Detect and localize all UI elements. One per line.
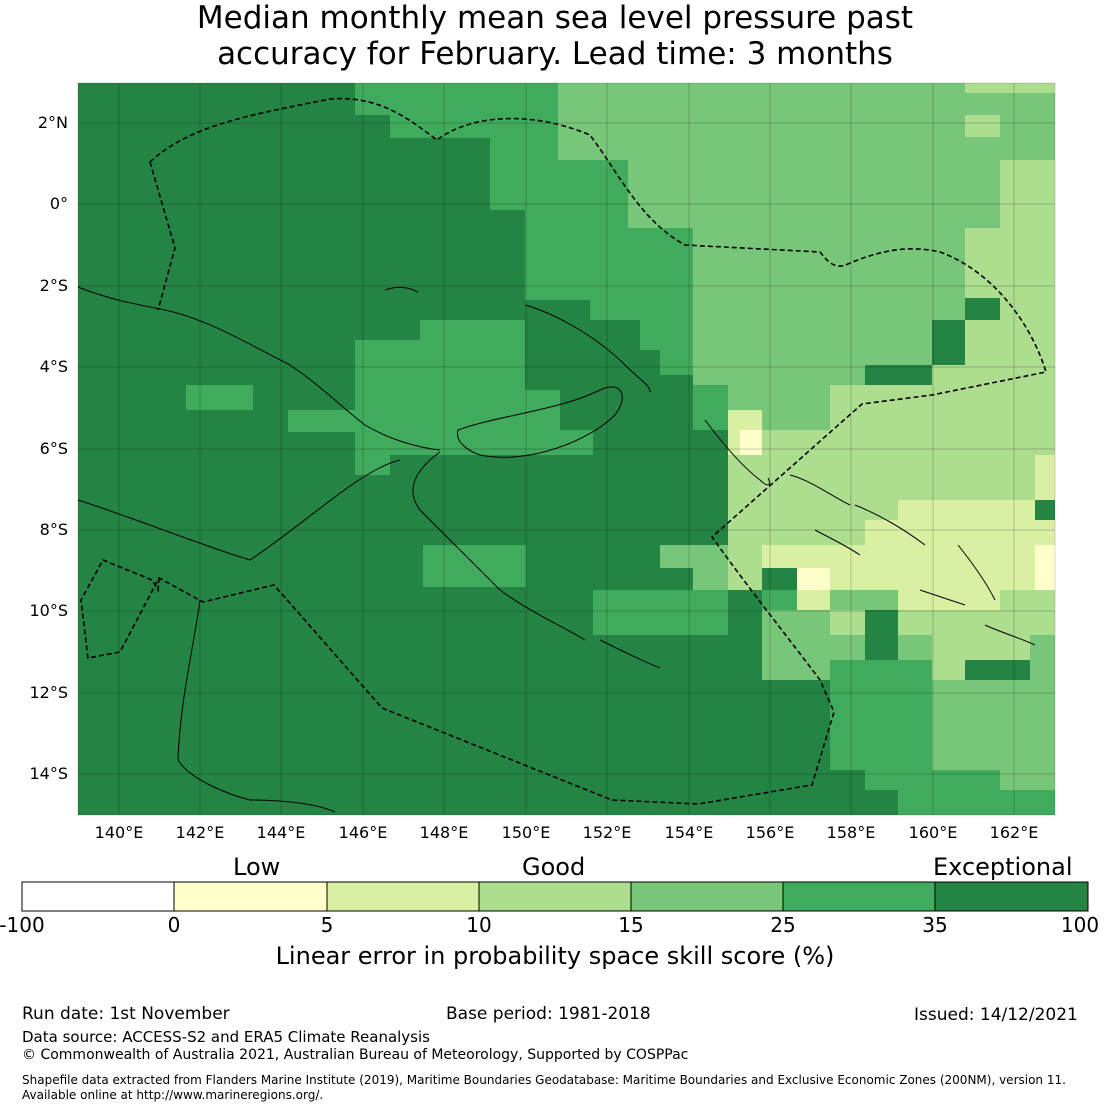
map-title-line-2: accuracy for February. Lead time: 3 mont… bbox=[217, 36, 893, 72]
colorbar-tick-35: 35 bbox=[922, 913, 948, 937]
lon-tick-148e: 148°E bbox=[419, 823, 469, 842]
colorbar-tick-5: 5 bbox=[320, 913, 334, 937]
lat-tick-10s: 10°S bbox=[29, 601, 68, 620]
region-10-15-patch bbox=[965, 115, 1000, 137]
region-good-25-35-patch-4 bbox=[593, 590, 728, 635]
solomon-santa-isabel bbox=[854, 504, 926, 546]
new-guinea-south-coast bbox=[412, 451, 586, 641]
data-source: Data source: ACCESS-S2 and ERA5 Climate … bbox=[22, 1028, 430, 1046]
region-10-15-south bbox=[898, 590, 1055, 680]
new-ireland bbox=[524, 304, 651, 393]
colorbar bbox=[21, 881, 1089, 912]
colorbar-segment-0-5 bbox=[174, 882, 327, 911]
issued-date: Issued: 14/12/2021 bbox=[914, 1005, 1078, 1025]
gridlines bbox=[78, 83, 1055, 815]
solomon-makira bbox=[984, 624, 1036, 646]
lat-tick-0: 0° bbox=[49, 194, 68, 213]
solomon-guadalcanal bbox=[919, 589, 966, 606]
manus-island bbox=[384, 286, 419, 293]
lon-tick-160e: 160°E bbox=[908, 823, 958, 842]
cape-york bbox=[177, 599, 336, 813]
copyright-notice: © Commonwealth of Australia 2021, Austra… bbox=[22, 1047, 689, 1063]
legend-category-good: Good bbox=[522, 853, 586, 881]
lon-tick-158e: 158°E bbox=[826, 823, 876, 842]
colorbar-segment-5-10 bbox=[327, 882, 479, 911]
shapefile-credit-line-2: Available online at http://www.marinereg… bbox=[22, 1088, 324, 1102]
colorbar-segment-35-100 bbox=[935, 882, 1088, 911]
lat-tick-12s: 12°S bbox=[29, 683, 68, 702]
colorbar-segment-25-35 bbox=[783, 882, 935, 911]
lat-tick-4s: 4°S bbox=[39, 357, 68, 376]
colorbar-tick-25: 25 bbox=[770, 913, 796, 937]
region-0-5-patch-2 bbox=[740, 430, 762, 455]
shapefile-credit-line-1: Shapefile data extracted from Flanders M… bbox=[22, 1073, 1066, 1087]
new-guinea-south-west bbox=[77, 459, 401, 561]
eez-boundary-west bbox=[149, 161, 176, 311]
region-good-25-35 bbox=[355, 83, 1055, 815]
legend-category-exceptional: Exceptional bbox=[933, 853, 1073, 881]
region-5-10-patch bbox=[1035, 455, 1055, 500]
solomon-malaita bbox=[957, 544, 996, 601]
run-date: Run date: 1st November bbox=[22, 1004, 230, 1024]
colorbar-tick-100: 100 bbox=[1060, 913, 1100, 937]
eez-boundary bbox=[80, 97, 1048, 805]
new-georgia bbox=[814, 529, 861, 556]
region-good-25-35-patch bbox=[186, 385, 253, 410]
colorbar-label: Linear error in probability space skill … bbox=[275, 942, 835, 970]
colorbar-tick-neg100: -100 bbox=[0, 913, 45, 937]
region-good-25-35-patch-3 bbox=[423, 545, 526, 587]
region-10-15-patch-2 bbox=[830, 610, 865, 635]
region-5-10 bbox=[762, 500, 1055, 610]
map-title-line-1: Median monthly mean sea level pressure p… bbox=[196, 0, 914, 36]
lon-tick-162e: 162°E bbox=[989, 823, 1039, 842]
legend-category-low: Low bbox=[233, 853, 281, 881]
lat-tick-2n: 2°N bbox=[37, 113, 68, 132]
new-britain bbox=[456, 386, 623, 458]
bougainville bbox=[704, 419, 771, 486]
new-guinea-north-coast bbox=[77, 286, 441, 451]
lon-tick-154e: 154°E bbox=[664, 823, 714, 842]
region-0-5 bbox=[1035, 545, 1055, 590]
colorbar-segment-neg100-0 bbox=[22, 882, 174, 911]
colorbar-tick-10: 10 bbox=[466, 913, 492, 937]
colorbar-tick-15: 15 bbox=[618, 913, 644, 937]
colorbar-frame bbox=[21, 881, 1089, 912]
coastlines bbox=[77, 286, 1036, 813]
lon-tick-142e: 142°E bbox=[175, 823, 225, 842]
base-period: Base period: 1981-2018 bbox=[446, 1004, 651, 1024]
lon-tick-144e: 144°E bbox=[256, 823, 306, 842]
lon-tick-152e: 152°E bbox=[582, 823, 632, 842]
lat-tick-14s: 14°S bbox=[29, 764, 68, 783]
lat-tick-6s: 6°S bbox=[39, 439, 68, 458]
lat-tick-8s: 8°S bbox=[39, 520, 68, 539]
region-0-5-patch bbox=[797, 568, 830, 590]
solomon-choiseul bbox=[789, 474, 851, 506]
region-15-25 bbox=[558, 83, 1055, 455]
region-10-15-north bbox=[965, 83, 1055, 93]
region-15-25-south bbox=[660, 545, 1055, 790]
colorbar-tick-0: 0 bbox=[167, 913, 181, 937]
map-frame bbox=[77, 82, 1056, 816]
louisiade-archipelago bbox=[599, 639, 661, 669]
colorbar-segment-15-25 bbox=[631, 882, 783, 911]
lon-tick-156e: 156°E bbox=[745, 823, 795, 842]
region-good-25-35-patch-2 bbox=[288, 410, 355, 432]
lon-tick-146e: 146°E bbox=[338, 823, 388, 842]
lon-tick-150e: 150°E bbox=[501, 823, 551, 842]
region-good-25-35-west bbox=[355, 320, 593, 475]
lon-tick-140e: 140°E bbox=[94, 823, 144, 842]
colorbar-segment-10-15 bbox=[479, 882, 631, 911]
lat-tick-2s: 2°S bbox=[39, 276, 68, 295]
